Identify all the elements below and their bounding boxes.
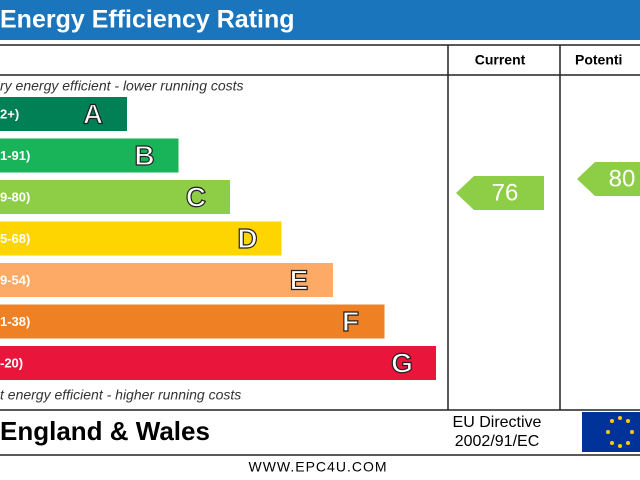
band-range: 9-54) [0,272,30,287]
band-range: 1-91) [0,148,30,163]
potential-arrow [577,162,640,196]
band-letter: G [391,347,413,378]
directive-1: EU Directive [453,414,542,431]
top-note: ry energy efficient - lower running cost… [0,78,244,94]
title: Energy Efficiency Rating [0,6,295,34]
title-bar [0,0,640,40]
band-range: -20) [0,355,23,370]
band-bar [0,180,230,214]
band-range: 9-80) [0,189,30,204]
band-letter: E [290,264,309,295]
directive-2: 2002/91/EC [455,433,540,450]
band-letter: D [237,223,257,254]
band-letter: C [186,181,206,212]
current-header: Current [475,52,526,68]
potential-header: Potenti [575,52,622,68]
bands: 2+) A 1-91) B 9-80) C 5-68) D 9-54) E 1-38) F -20) G [0,97,436,380]
band-bar [0,304,385,339]
band-range: 1-38) [0,314,30,329]
band-bar [0,221,282,256]
table-lines [0,44,640,456]
website: WWW.EPC4U.COM [249,459,388,475]
band-letter: A [83,98,103,129]
band-range: 5-68) [0,231,30,246]
band-letter: F [342,306,359,337]
band-letter: B [134,140,154,171]
band-bar [0,97,127,131]
current-arrow [456,176,544,210]
potential-rating: 80 [609,165,636,192]
band-bar [0,263,333,297]
eu-stars [606,416,634,448]
band-bar [0,138,179,173]
bottom-note: t energy efficient - higher running cost… [0,387,241,403]
region: England & Wales [0,416,210,446]
band-range: 2+) [0,106,19,121]
current-rating: 76 [492,179,519,206]
band-bar [0,346,436,380]
